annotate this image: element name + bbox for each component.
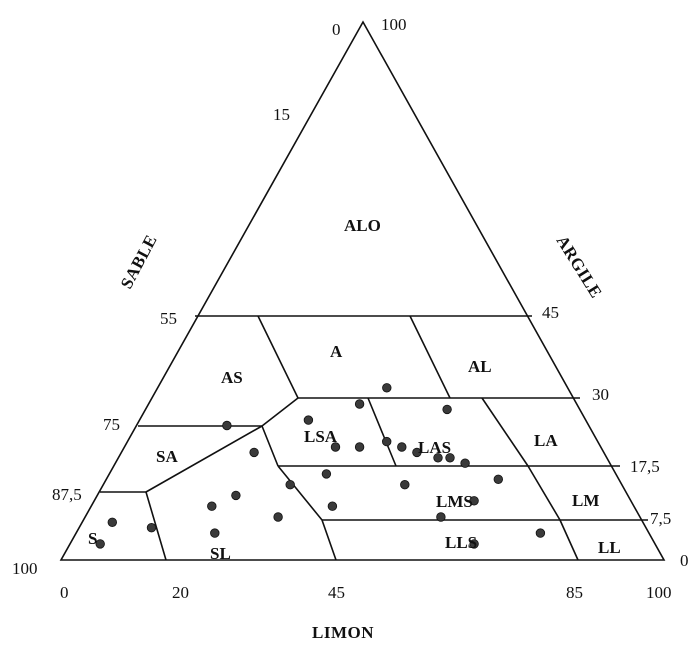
tick-sable-15: 15: [273, 105, 290, 124]
sample-point: [285, 480, 295, 490]
boundary-sa-sl: [145, 425, 263, 493]
boundary-sl-lls: [321, 519, 337, 561]
axis-title-argile: ARGILE: [553, 232, 606, 301]
zone-ll: LL: [598, 538, 621, 557]
tick-apex-left: 0: [332, 20, 341, 39]
tick-sable-100: 100: [12, 559, 38, 578]
zone-as: AS: [221, 368, 243, 387]
tick-limon-0: 0: [60, 583, 69, 602]
tick-sable-75: 75: [103, 415, 120, 434]
sample-point: [412, 447, 422, 458]
sample-point: [400, 480, 410, 490]
boundary-lls-ll: [559, 519, 579, 561]
sample-points: [95, 383, 546, 549]
sample-point: [303, 415, 314, 425]
sample-point: [95, 539, 105, 549]
zone-lsa: LSA: [304, 427, 338, 446]
sample-point: [273, 512, 283, 522]
sample-point: [207, 501, 217, 511]
zone-lm: LM: [572, 491, 599, 510]
boundary-lms-lm: [527, 465, 561, 521]
triangle-outline: [59, 20, 666, 561]
zone-al: AL: [468, 357, 492, 376]
sample-point: [354, 399, 365, 409]
boundary-al-la: [481, 397, 529, 467]
boundary-lsa-sl: [261, 425, 279, 467]
boundary-a-al: [409, 315, 451, 399]
zone-sa: SA: [156, 447, 178, 466]
tick-argile-17-5: 17,5: [630, 457, 660, 476]
sample-point: [445, 453, 455, 463]
sample-point: [231, 490, 241, 501]
sample-point: [354, 442, 365, 452]
sample-point: [397, 442, 407, 452]
sample-point: [382, 436, 392, 447]
zone-a: A: [330, 342, 343, 361]
sample-point: [469, 496, 479, 506]
sample-point: [210, 528, 220, 538]
sample-point: [107, 517, 118, 528]
tick-limon-85: 85: [566, 583, 583, 602]
zone-lms: LMS: [436, 492, 473, 511]
boundary-s-sl: [145, 491, 167, 561]
tick-apex-right: 100: [381, 15, 407, 34]
sample-point: [493, 474, 504, 485]
sample-point: [460, 458, 470, 468]
zone-s: S: [88, 529, 97, 548]
zone-lls: LLS: [445, 533, 477, 552]
sample-point: [249, 447, 259, 458]
zone-sl: SL: [210, 544, 231, 563]
sample-point: [321, 469, 332, 479]
tick-limon-20: 20: [172, 583, 189, 602]
tick-limon-45: 45: [328, 583, 345, 602]
tick-sable-55: 55: [160, 309, 177, 328]
tick-limon-100: 100: [646, 583, 672, 602]
boundary-as-a: [257, 315, 299, 399]
zone-alo: ALO: [344, 216, 381, 235]
sample-point: [222, 420, 232, 431]
boundary-sl-lms: [277, 465, 323, 521]
zone-labels: ALO AS A AL LSA LAS SA LA LMS LM S SL LL…: [88, 216, 621, 563]
sample-point: [330, 442, 341, 452]
tick-argile-7-5: 7,5: [650, 509, 671, 528]
class-boundaries: [59, 20, 666, 561]
zone-las: LAS: [418, 438, 451, 457]
tick-argile-30: 30: [592, 385, 609, 404]
sample-point: [469, 539, 479, 549]
tick-labels: 0 100 15 55 75 87,5 100 45 30 17,5 7,5 0…: [12, 15, 689, 602]
sample-point: [436, 512, 446, 522]
sample-point: [442, 404, 452, 415]
axis-title-sable: SABLE: [117, 232, 161, 292]
sample-point: [433, 453, 443, 463]
tick-argile-0: 0: [680, 551, 689, 570]
axis-title-limon: LIMON: [312, 623, 374, 642]
boundary-lsa-las: [367, 397, 397, 467]
sample-point: [327, 501, 338, 511]
tick-argile-45: 45: [542, 303, 559, 322]
sample-point: [382, 383, 392, 393]
boundary-sa-lsa: [261, 397, 299, 427]
zone-la: LA: [534, 431, 558, 450]
sample-point: [146, 523, 157, 533]
sample-point: [535, 528, 546, 538]
tick-sable-87-5: 87,5: [52, 485, 82, 504]
